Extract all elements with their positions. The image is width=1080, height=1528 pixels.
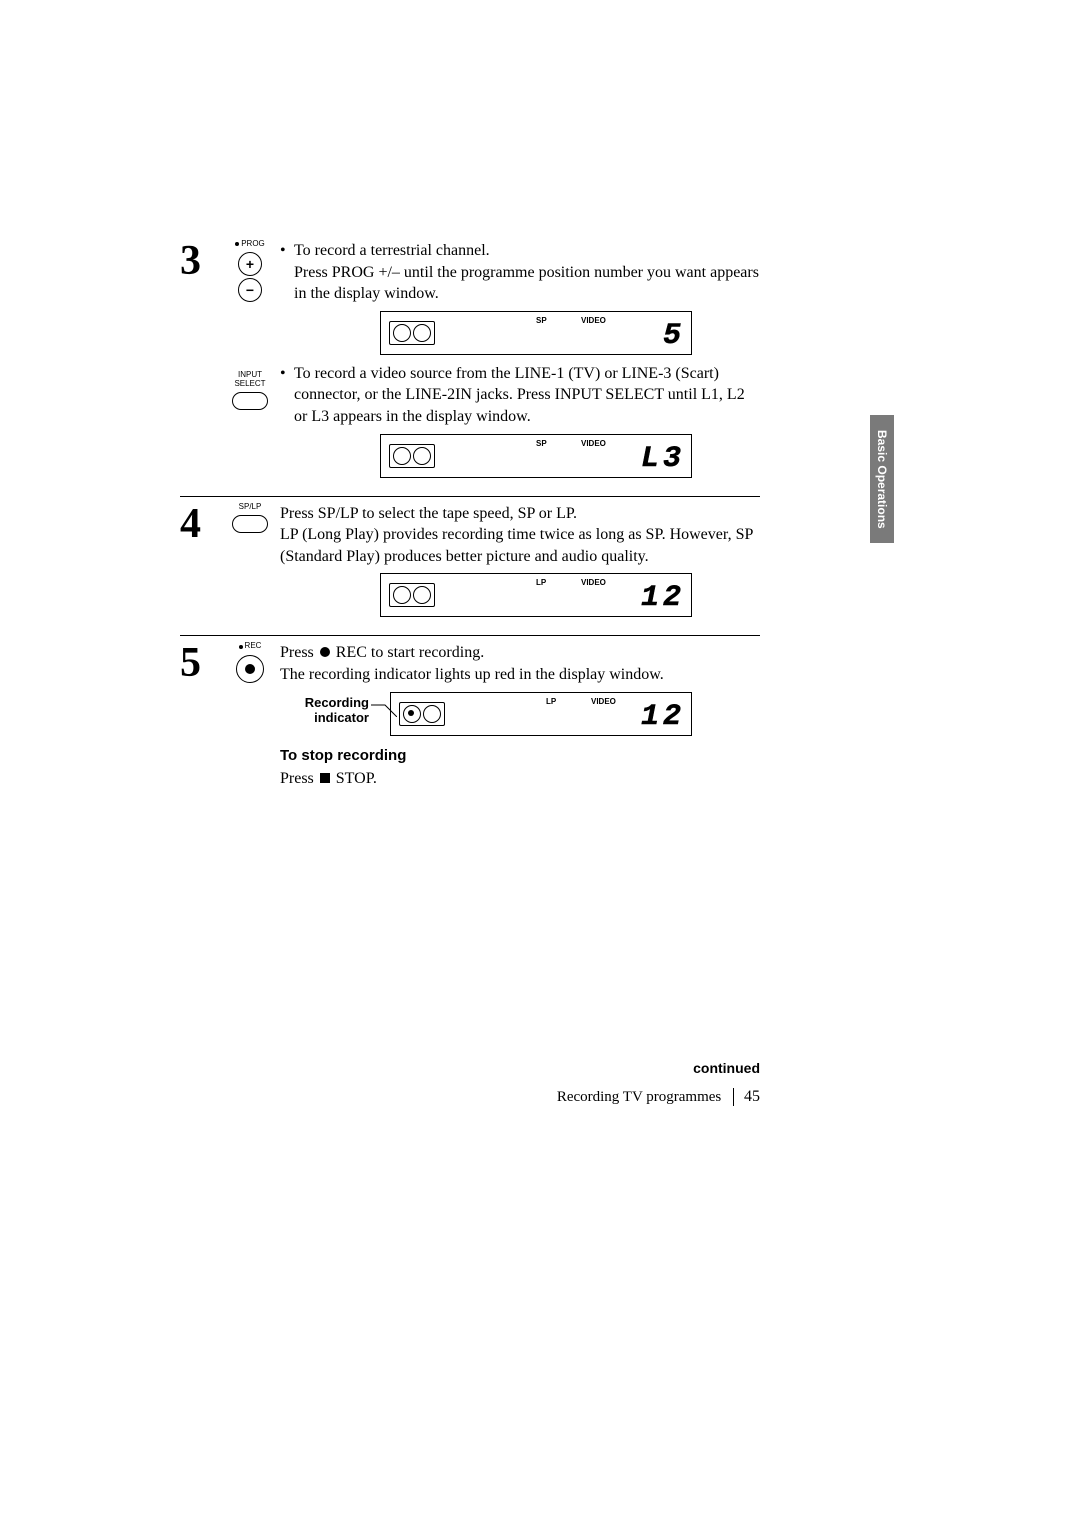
- page-footer: continued Recording TV programmes 45: [180, 1060, 760, 1106]
- bullet-line: • To record a video source from the LINE…: [280, 363, 760, 428]
- stop-square-icon: [320, 773, 330, 783]
- cassette-icon: [389, 444, 435, 468]
- step-5-text: Press REC to start recording. The record…: [280, 642, 760, 789]
- step-number: 4: [180, 503, 220, 545]
- display-window: SP VIDEO 5: [380, 311, 692, 355]
- prog-plus-icon: +: [238, 252, 262, 276]
- video-indicator: VIDEO: [581, 316, 606, 327]
- step-4: 4 SP/LP Press SP/LP to select the tape s…: [180, 503, 760, 637]
- lp-indicator: LP: [536, 578, 546, 589]
- bullet-line: • To record a terrestrial channel. Press…: [280, 240, 760, 305]
- step-4-text: Press SP/LP to select the tape speed, SP…: [280, 503, 760, 626]
- step-3: 3 PROG + − INPUT SELECT • To record a te…: [180, 240, 760, 497]
- cassette-recording-icon: [399, 702, 445, 726]
- splp-button-icon: [232, 515, 268, 533]
- step-3-icons: PROG + − INPUT SELECT: [220, 240, 280, 410]
- prog-label: PROG: [235, 240, 265, 249]
- video-indicator: VIDEO: [581, 578, 606, 589]
- step-4-icons: SP/LP: [220, 503, 280, 534]
- display-window: SP VIDEO L3: [380, 434, 692, 478]
- page-content: Basic Operations 3 PROG + − INPUT SELECT…: [180, 240, 760, 805]
- step-number: 5: [180, 642, 220, 684]
- page-number: 45: [733, 1088, 760, 1106]
- step-5-icons: REC: [220, 642, 280, 683]
- callout-line-icon: [371, 703, 397, 717]
- prog-minus-icon: −: [238, 278, 262, 302]
- stop-instruction: Press STOP.: [280, 768, 760, 790]
- cassette-icon: [389, 583, 435, 607]
- display-digits: 5: [663, 316, 685, 357]
- stop-recording-section: To stop recording Press STOP.: [280, 746, 760, 790]
- cassette-icon: [389, 321, 435, 345]
- record-dot-icon: [320, 647, 330, 657]
- sp-indicator: SP: [536, 316, 547, 327]
- display-digits: L3: [641, 439, 685, 480]
- splp-label: SP/LP: [239, 503, 262, 512]
- stop-heading: To stop recording: [280, 746, 760, 766]
- input-select-block: INPUT SELECT: [220, 371, 280, 411]
- display-digits: 12: [641, 697, 685, 738]
- video-indicator: VIDEO: [581, 439, 606, 450]
- footer-title-line: Recording TV programmes 45: [180, 1088, 760, 1106]
- footer-section-title: Recording TV programmes: [557, 1089, 721, 1105]
- display-window: LP VIDEO 12: [380, 573, 692, 617]
- step-5: 5 REC Press REC to start recording. The …: [180, 642, 760, 799]
- input-select-button-icon: [232, 392, 268, 410]
- rec-button-icon: [236, 655, 264, 683]
- input-select-label: INPUT SELECT: [234, 371, 265, 389]
- step-number: 3: [180, 240, 220, 282]
- side-tab-basic-operations: Basic Operations: [870, 415, 894, 543]
- display-digits: 12: [641, 578, 685, 619]
- rec-label: REC: [239, 642, 262, 651]
- recording-indicator-label: Recording indicator: [279, 695, 369, 726]
- step-3-text: • To record a terrestrial channel. Press…: [280, 240, 760, 486]
- sp-indicator: SP: [536, 439, 547, 450]
- video-indicator: VIDEO: [591, 697, 616, 708]
- display-window-recording: Recording indicator LP VIDEO 12: [390, 692, 692, 736]
- lp-indicator: LP: [546, 697, 556, 708]
- continued-label: continued: [180, 1060, 760, 1076]
